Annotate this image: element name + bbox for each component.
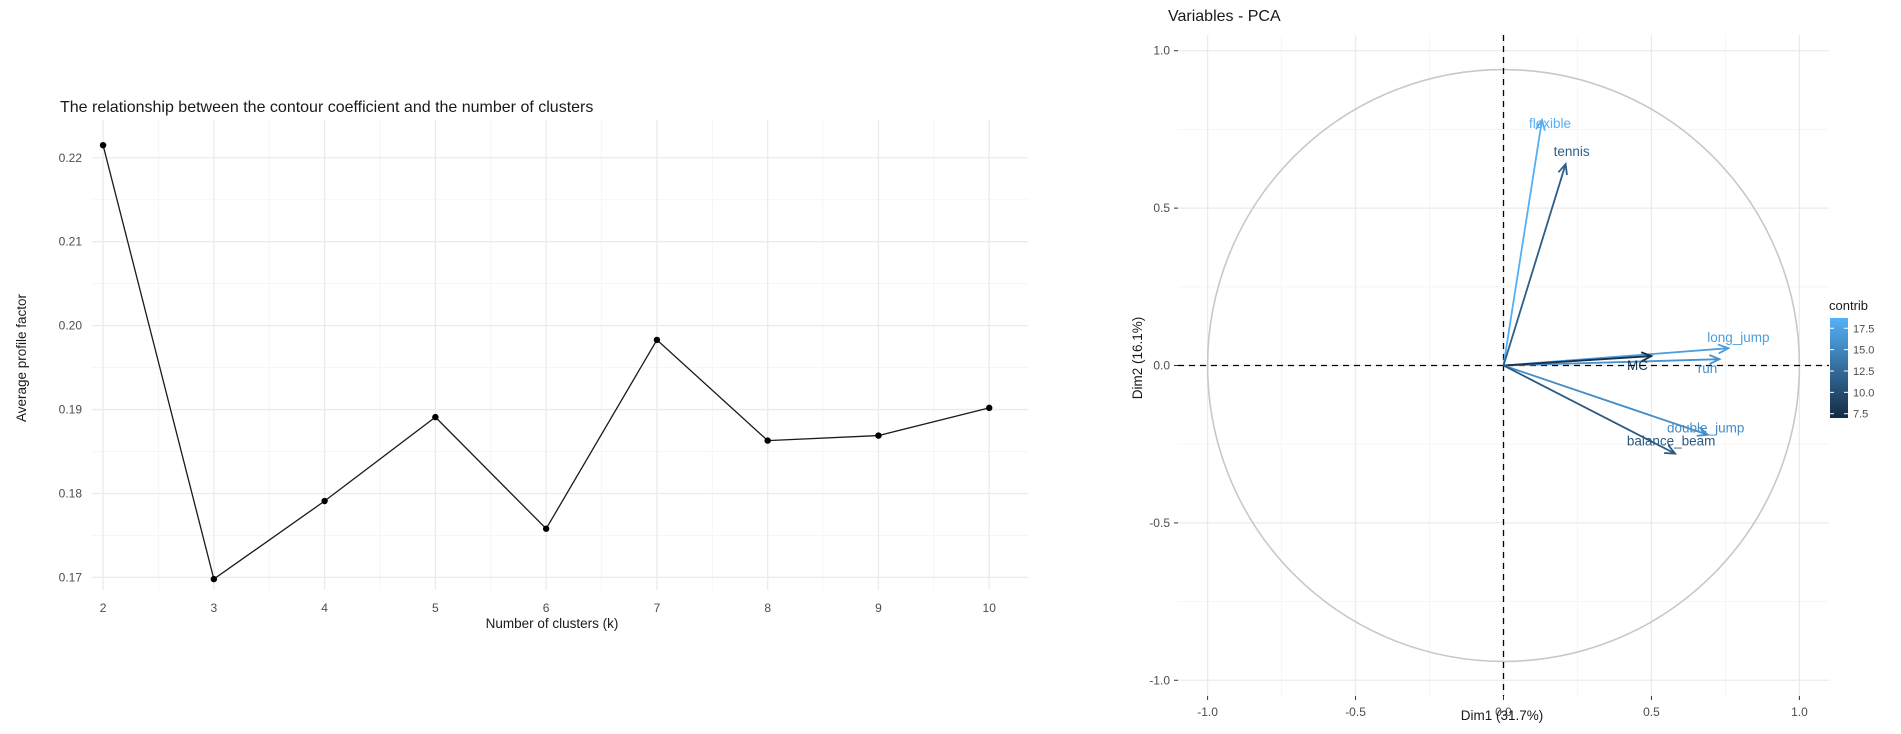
label-double_jump: double_jump bbox=[1667, 421, 1744, 436]
arrow-tennis bbox=[1502, 163, 1567, 366]
right-x-tick-label: 0.5 bbox=[1643, 705, 1660, 719]
left-y-tick-label: 0.17 bbox=[59, 570, 83, 584]
left-series-points bbox=[99, 141, 993, 583]
label-long_jump: long_jump bbox=[1707, 330, 1769, 345]
left-x-tick-label: 9 bbox=[875, 601, 882, 615]
left-data-point bbox=[542, 525, 550, 532]
right-y-tick-label: -0.5 bbox=[1149, 516, 1170, 530]
left-data-point bbox=[210, 575, 218, 583]
arrow-run bbox=[1503, 358, 1720, 367]
contrib-legend: contrib 7.5 10.0 12.5 15.0 17.5 bbox=[1829, 298, 1874, 421]
left-x-tick-label: 6 bbox=[543, 601, 550, 615]
left-gridlines bbox=[92, 120, 1028, 590]
left-x-tick-label: 4 bbox=[321, 601, 328, 615]
left-x-tick-label: 2 bbox=[100, 601, 107, 615]
legend-tick-label: 12.5 bbox=[1853, 366, 1874, 378]
left-x-tick-label: 3 bbox=[211, 601, 218, 615]
left-y-tick-label: 0.22 bbox=[59, 151, 83, 165]
left-x-tick-label: 10 bbox=[983, 601, 997, 615]
legend-tick-label: 15.0 bbox=[1853, 345, 1874, 357]
left-x-axis-title: Number of clusters (k) bbox=[486, 616, 619, 631]
right-gridlines bbox=[1174, 35, 1829, 700]
arrowhead-run bbox=[1709, 354, 1722, 365]
left-y-tick-label: 0.20 bbox=[59, 319, 83, 333]
right-y-tick-label: 0.5 bbox=[1153, 201, 1170, 215]
legend-title: contrib bbox=[1829, 298, 1868, 313]
arrowhead-tennis bbox=[1557, 161, 1568, 176]
legend-tick-label: 10.0 bbox=[1853, 387, 1874, 399]
left-data-point bbox=[321, 497, 328, 505]
right-x-tick-label: -0.5 bbox=[1345, 705, 1366, 719]
legend-colorbar bbox=[1830, 318, 1848, 418]
arrowhead-double_jump bbox=[1696, 426, 1710, 437]
label-flexible: flexible bbox=[1529, 116, 1571, 131]
left-x-tick-labels: 2 3 4 5 6 7 8 9 10 bbox=[100, 601, 996, 615]
right-y-tick-label: -1.0 bbox=[1149, 673, 1170, 687]
variable-arrows bbox=[1502, 117, 1731, 455]
left-x-tick-label: 8 bbox=[764, 601, 771, 615]
left-x-tick-label: 7 bbox=[654, 601, 661, 615]
left-y-tick-label: 0.19 bbox=[59, 403, 83, 417]
arrow-balance_beam bbox=[1503, 364, 1676, 455]
right-y-tick-label: 1.0 bbox=[1153, 44, 1170, 58]
left-data-point bbox=[875, 432, 882, 439]
arrowhead-long_jump bbox=[1717, 343, 1731, 355]
label-tennis: tennis bbox=[1554, 144, 1590, 159]
left-data-point bbox=[432, 413, 439, 421]
arrowhead-MC bbox=[1640, 351, 1654, 362]
left-x-tick-label: 5 bbox=[432, 601, 439, 615]
left-data-point bbox=[764, 437, 771, 444]
left-data-point bbox=[986, 404, 993, 412]
left-y-tick-label: 0.18 bbox=[59, 486, 83, 500]
legend-tick-label: 7.5 bbox=[1853, 409, 1868, 421]
label-balance_beam: balance_beam bbox=[1627, 434, 1716, 449]
arrow-double_jump bbox=[1503, 364, 1708, 436]
left-y-tick-label: 0.21 bbox=[59, 235, 83, 249]
arrowhead-flexible bbox=[1535, 117, 1546, 131]
arrow-MC bbox=[1503, 355, 1652, 367]
right-y-axis-title: Dim2 (16.1%) bbox=[1130, 317, 1145, 400]
right-x-tick-label: -1.0 bbox=[1197, 705, 1218, 719]
right-chart-title: Variables - PCA bbox=[1168, 8, 1281, 25]
label-MC: MC bbox=[1627, 358, 1648, 373]
right-y-tick-labels: -1.0 -0.5 0.0 0.5 1.0 bbox=[1149, 44, 1170, 688]
right-x-tick-label: 0.0 bbox=[1495, 705, 1512, 719]
silhouette-line-chart: 2 3 4 5 6 7 8 9 10 0.17 0.18 0.19 0.20 0.21 0.22 The … bbox=[14, 99, 1028, 631]
right-x-tick-labels: -1.0 -0.5 0.0 0.5 1.0 bbox=[1197, 705, 1808, 719]
left-y-axis-title: Average profile factor bbox=[14, 293, 29, 422]
arrowhead-balance_beam bbox=[1664, 444, 1678, 455]
right-y-tick-label: 0.0 bbox=[1153, 359, 1170, 373]
legend-tick-label: 17.5 bbox=[1853, 323, 1874, 335]
left-data-point bbox=[653, 336, 661, 344]
left-chart-title: The relationship between the contour coe… bbox=[60, 99, 593, 116]
left-y-tick-labels: 0.17 0.18 0.19 0.20 0.21 0.22 bbox=[59, 151, 83, 585]
label-run: run bbox=[1698, 361, 1718, 376]
right-x-tick-label: 1.0 bbox=[1791, 705, 1808, 719]
left-data-point bbox=[99, 141, 107, 149]
arrow-flexible bbox=[1502, 119, 1543, 366]
legend-tick-labels: 7.5 10.0 12.5 15.0 17.5 bbox=[1830, 323, 1874, 421]
right-x-axis-title: Dim1 (31.7%) bbox=[1461, 708, 1544, 723]
